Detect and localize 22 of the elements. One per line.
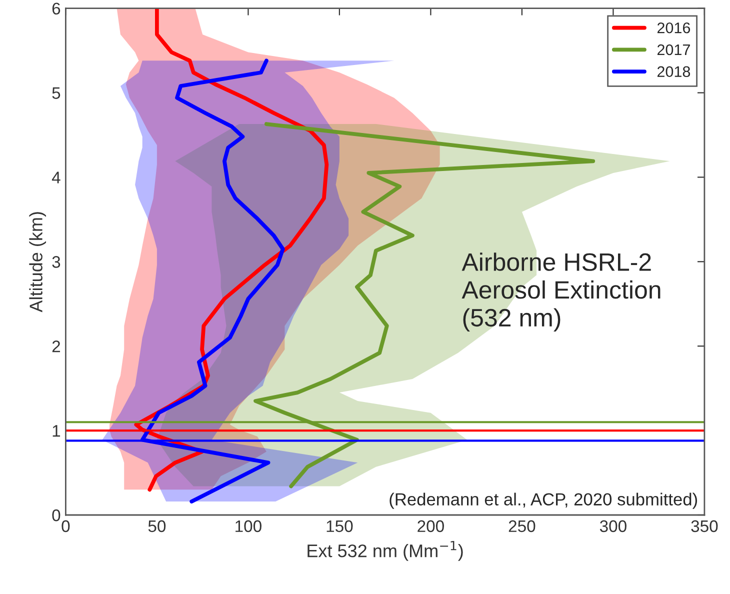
x-tick-label: 0 xyxy=(62,520,70,532)
x-tick-label: 150 xyxy=(326,520,353,532)
y-tick-label: 0 xyxy=(52,509,60,522)
y-tick-label: 3 xyxy=(52,256,60,268)
legend-label: 2018 xyxy=(657,66,690,78)
x-tick-label: 300 xyxy=(600,520,626,532)
legend-label: 2016 xyxy=(657,22,690,34)
x-tick-label: 200 xyxy=(418,520,444,532)
x-tick-label: 350 xyxy=(691,520,718,532)
y-tick-label: 4 xyxy=(52,172,60,184)
x-axis-title: Ext 532 nm (Mm$^{−1}$) xyxy=(308,540,463,561)
x-tick-label: 100 xyxy=(236,520,262,532)
y-axis-title: Altitude (km) xyxy=(29,212,46,312)
y-tick-label: 2 xyxy=(52,340,60,352)
x-tick-label: 250 xyxy=(508,520,536,532)
y-tick-label: 5 xyxy=(52,87,60,99)
x-tick-label: 50 xyxy=(148,520,166,532)
legend-label: 2017 xyxy=(657,44,690,56)
annotation: Airborne HSRL-2 Aerosol Extinction (532 nm) xyxy=(462,252,660,332)
y-tick-label: 1 xyxy=(52,425,60,437)
annotation: (Redemann et al., ACP, 2020 submitted) xyxy=(390,492,698,509)
y-tick-label: 6 xyxy=(52,2,60,15)
